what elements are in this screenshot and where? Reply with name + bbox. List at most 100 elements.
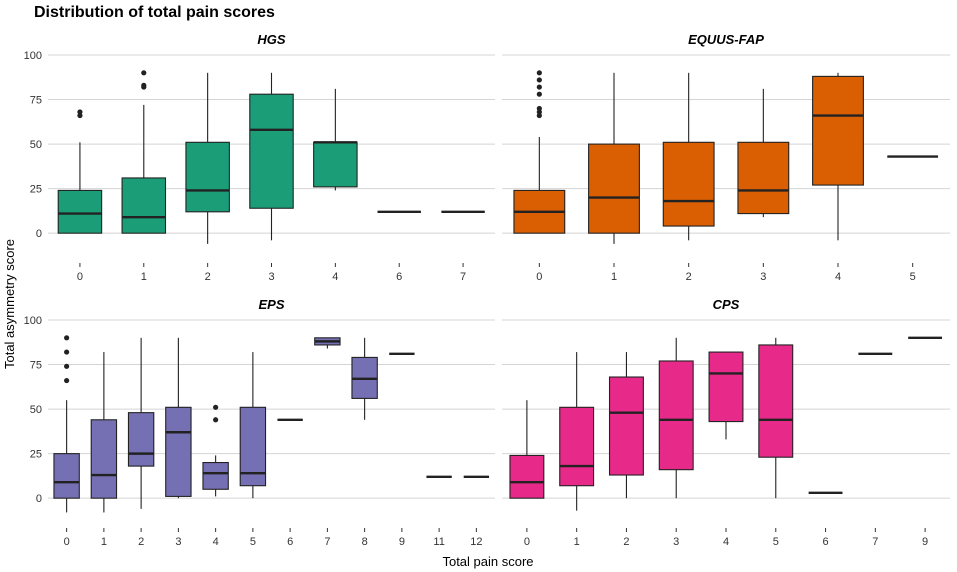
x-tick-label: 2 [686,271,692,283]
box-4 [313,88,358,191]
x-tick-label: 3 [175,536,181,548]
y-tick-label: 0 [36,228,42,240]
x-tick-label: 4 [835,271,841,283]
box-1 [90,352,118,513]
panel-hgs: HGS 0 25 50 75 100 0 1 2 3 4 6 7 [24,32,495,283]
y-tick-label: 50 [30,139,42,151]
outlier-point [536,77,542,83]
box-body [658,360,694,471]
box-body [758,344,794,458]
x-tick-label: 6 [287,536,293,548]
box-body [608,376,644,476]
box-body [588,143,640,234]
outlier-point [77,112,83,119]
x-tick-label: 6 [396,271,402,283]
x-tick-label: 9 [922,536,928,548]
box-4 [812,72,864,241]
x-tick-label: 3 [760,271,766,283]
box-body [509,454,545,499]
panel-cps: CPS 0 1 2 3 4 5 6 7 9 [502,297,950,548]
box-7 [314,337,341,349]
x-tick-label: 7 [460,271,466,283]
box-body [185,141,230,213]
x-tick-label: 5 [250,536,256,548]
box-3 [249,72,294,241]
figure-title: Distribution of total pain scores [34,4,275,21]
box-3 [658,337,694,499]
box-2 [662,72,715,241]
box-5 [239,352,267,499]
box-0 [53,335,80,513]
y-tick-label: 75 [30,360,42,372]
y-tick-label: 25 [30,449,42,461]
outlier-point [536,84,542,90]
box-body [737,141,790,215]
outlier-point [77,109,83,115]
box-body [53,453,80,499]
box-2 [608,352,644,499]
outlier-point [64,363,70,369]
box-body [57,189,103,234]
x-tick-label: 3 [673,536,679,548]
x-tick-label: 7 [872,536,878,548]
box-0 [57,109,103,234]
box-body [249,93,294,209]
outlier-point [536,105,542,112]
box-body [127,412,155,467]
y-tick-label: 25 [30,184,42,196]
x-tick-label: 2 [205,271,211,283]
y-tick-label: 100 [24,50,42,62]
y-tick-label: 75 [30,95,42,107]
x-tick-label: 0 [536,271,542,283]
box-3 [165,337,192,499]
box-8 [351,337,378,420]
outlier-point [536,91,542,97]
box-body [559,406,595,487]
x-tick-label: 1 [611,271,617,283]
box-body [90,419,118,499]
x-tick-label: 1 [141,271,147,283]
outlier-point [64,349,70,355]
panel-title: CPS [713,297,740,312]
outlier-point [536,70,542,76]
x-tick-label: 0 [77,271,83,283]
outlier-point [213,417,219,423]
x-tick-label: 11 [433,536,444,548]
box-0 [509,400,545,499]
y-tick-label: 50 [30,404,42,416]
x-tick-label: 0 [64,536,70,548]
outlier-point [141,70,147,76]
x-tick-label: 9 [399,536,405,548]
x-tick-label: 5 [910,271,916,283]
outlier-point [213,404,219,410]
panel-title: EPS [258,297,284,312]
x-tick-label: 1 [574,536,580,548]
box-body [812,75,864,186]
box-2 [185,72,230,244]
box-2 [127,337,155,509]
panel-title: EQUUS-FAP [688,32,764,47]
panel-equus-fap: EQUUS-FAP 0 1 2 3 4 5 [502,32,950,283]
y-tick-label: 0 [36,493,42,505]
box-body [313,141,358,188]
box-4 [708,351,744,440]
box-0 [513,70,566,234]
x-tick-label: 4 [332,271,338,283]
outlier-point [141,82,147,88]
x-tick-label: 7 [324,536,330,548]
x-tick-label: 0 [524,536,530,548]
x-tick-label: 3 [268,271,274,283]
x-tick-label: 4 [723,536,729,548]
outlier-point [536,109,542,115]
x-axis-title: Total pain score [442,554,533,569]
x-tick-label: 12 [470,536,482,548]
x-tick-label: 2 [623,536,629,548]
box-body [662,141,715,227]
y-axis-title: Total asymmetry score [2,239,17,369]
x-tick-label: 4 [213,536,219,548]
box-3 [737,88,790,218]
box-body [708,351,744,423]
